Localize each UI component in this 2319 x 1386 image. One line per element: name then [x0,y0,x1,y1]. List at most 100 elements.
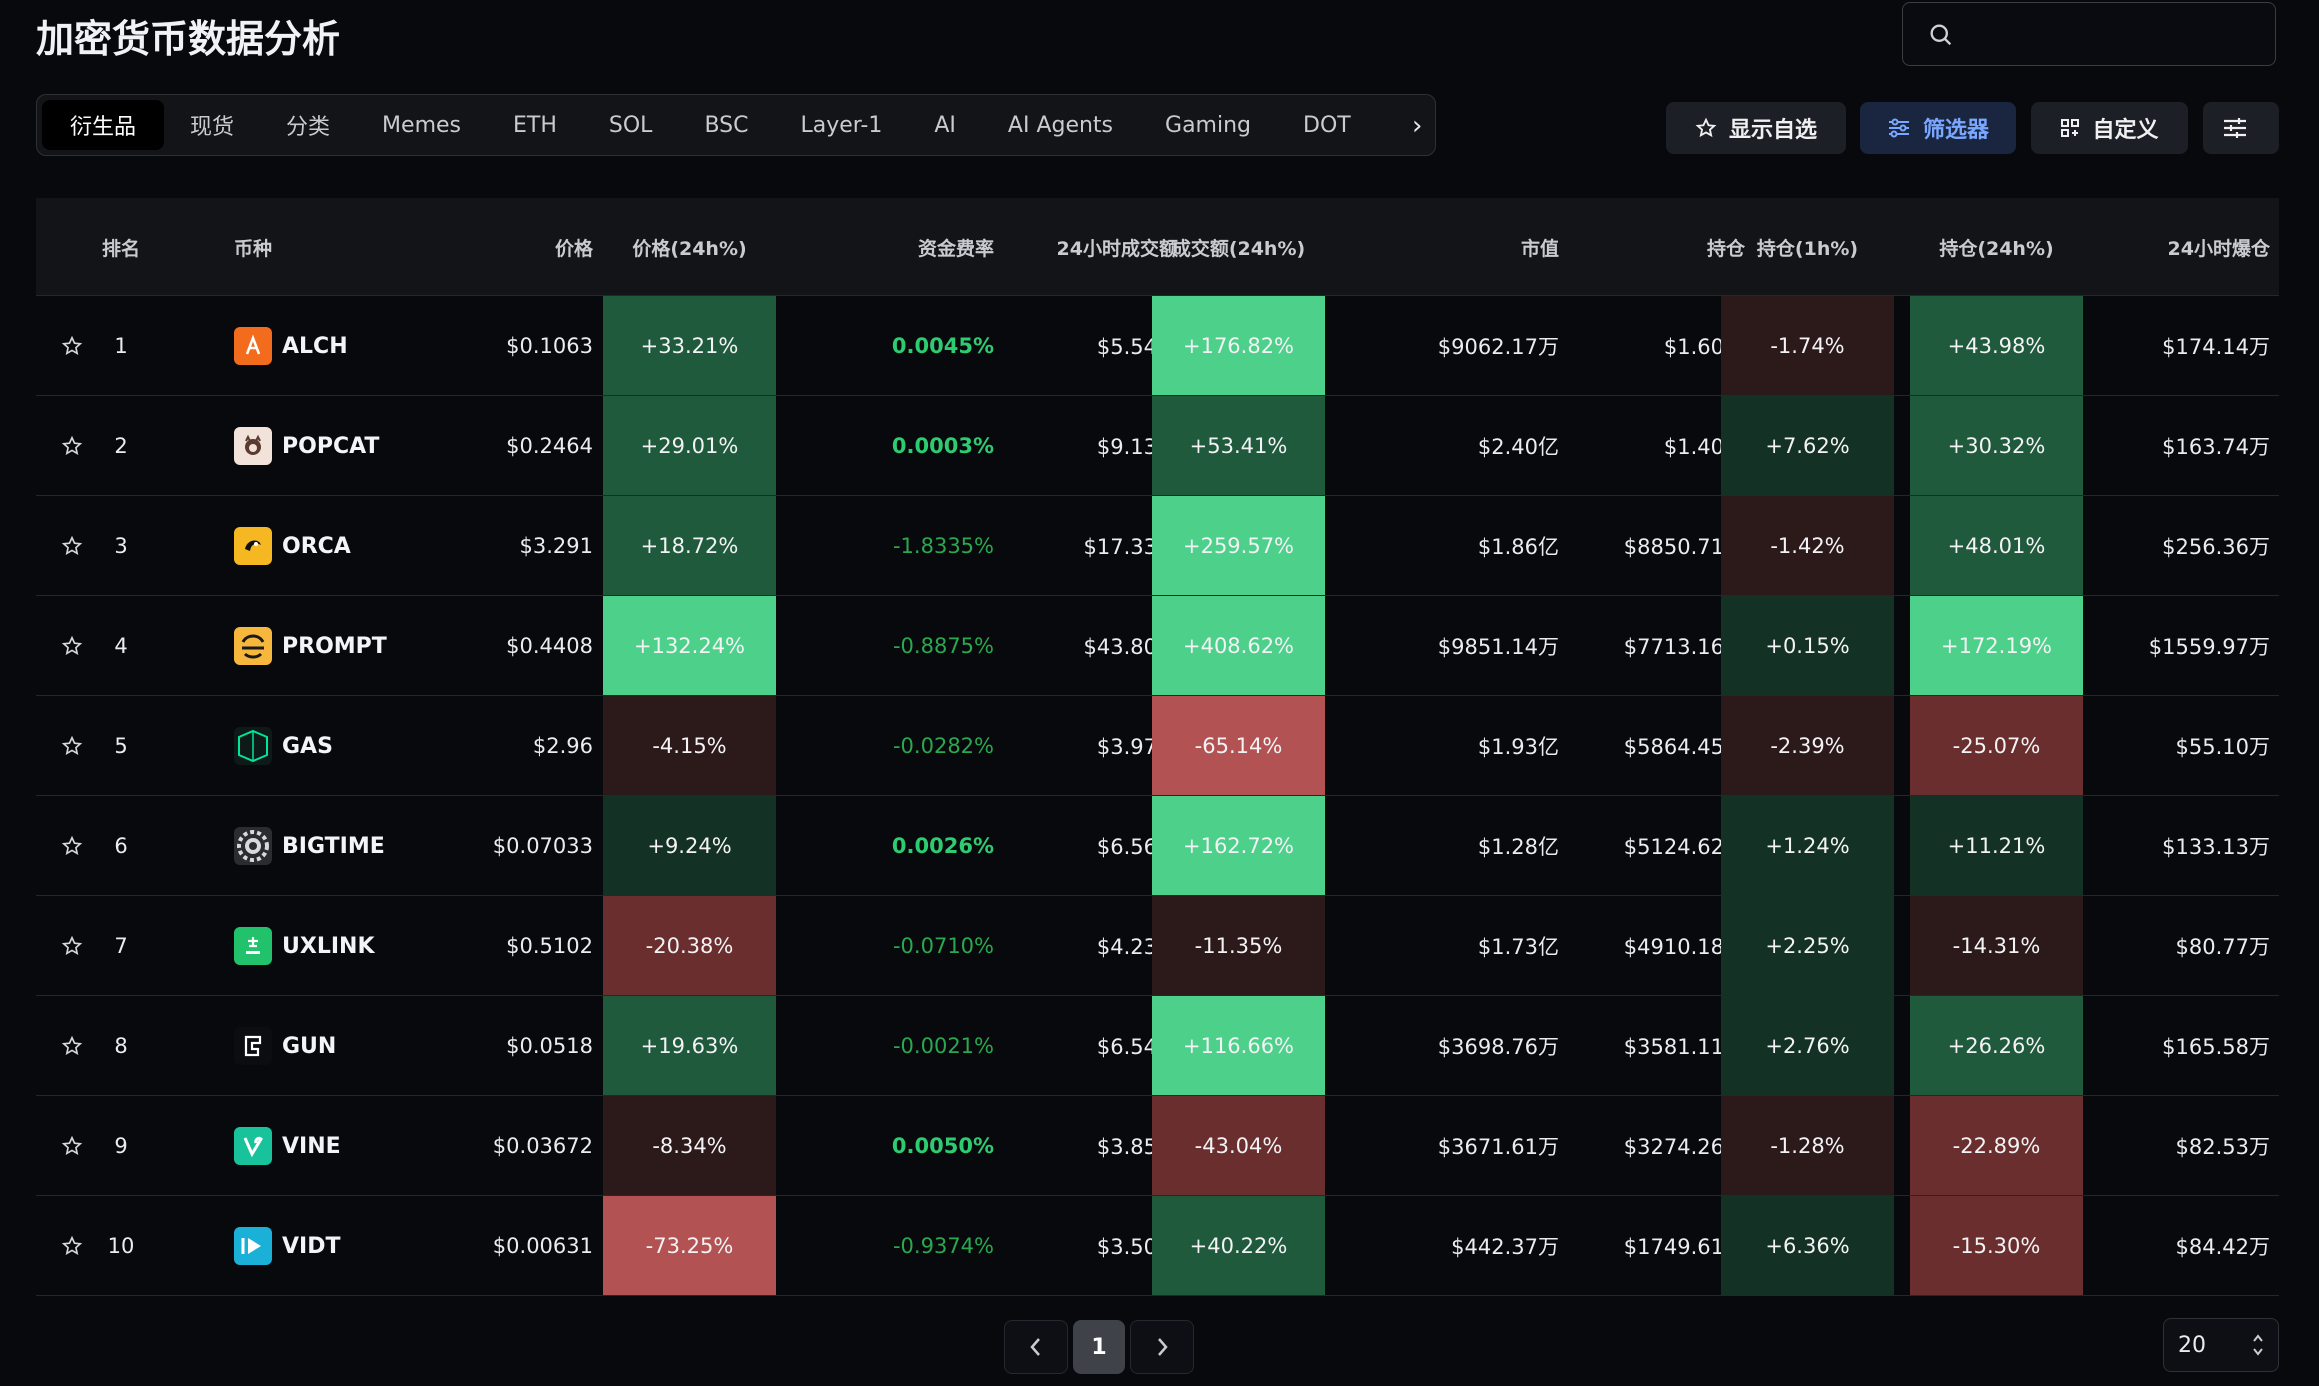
funding-rate-cell: -0.0282% [892,734,994,758]
col-price-header[interactable]: 价格 [554,237,593,260]
price-cell: $0.00631 [492,1234,593,1258]
popcat-logo-icon [234,427,272,465]
col-rank-header[interactable]: 排名 [101,237,140,260]
symbol-cell[interactable]: VINE [234,1096,454,1196]
favorite-star-icon[interactable] [36,696,108,796]
open-interest-cell: $1.40亿 [1663,435,1745,459]
volume-change-cell: +116.66% [1152,996,1325,1095]
table-row[interactable]: 5 GAS $2.96 -4.15% -0.0282% $3.97亿 -65.14% $1.9… [36,696,2279,796]
oi-1h-cell: -2.39% [1721,696,1894,795]
filter-button[interactable]: 筛选器 [1860,102,2016,154]
col-liquidations-header[interactable]: 24小时爆仓 [2167,237,2270,260]
open-interest-cell: $8850.71万 [1623,535,1745,559]
symbol-cell[interactable]: GUN [234,996,454,1096]
tab-5[interactable]: SOL [608,112,653,138]
grid-icon [2061,119,2080,137]
tab-6[interactable]: BSC [704,112,749,138]
favorite-star-icon[interactable] [36,596,108,696]
page-size-select[interactable]: 20 [2163,1318,2279,1372]
symbol-cell[interactable]: ALCH [234,296,454,396]
favorite-star-icon[interactable] [36,496,108,596]
tab-3[interactable]: Memes [382,112,461,138]
symbol-cell[interactable]: BIGTIME [234,796,454,896]
favorite-star-icon[interactable] [36,396,108,496]
tab-1[interactable]: 现货 [190,115,235,140]
liquidations-cell: $55.10万 [2175,735,2270,759]
favorite-star-icon[interactable] [36,996,108,1096]
page-number-button[interactable]: 1 [1073,1320,1125,1374]
favorite-star-icon[interactable] [36,296,108,396]
open-interest-cell: $3581.11万 [1623,1035,1745,1059]
tab-11[interactable]: DOT [1303,112,1351,138]
table-row[interactable]: 3 ORCA $3.291 +18.72% -1.8335% $17.33亿 +259.57… [36,496,2279,596]
volume-change-cell: +259.57% [1152,496,1325,595]
col-open-interest-header[interactable]: 持仓 [1706,237,1745,260]
table-row[interactable]: 7 UXLINK $0.5102 -20.38% -0.0710% $4.23亿 -11.3… [36,896,2279,996]
funding-rate-cell: -0.0021% [892,1034,994,1058]
symbol-cell[interactable]: ORCA [234,496,454,596]
volume-change-cell: +176.82% [1152,296,1325,395]
volume-cell: $9.13亿 [1096,435,1178,459]
next-page-button[interactable] [1130,1320,1194,1374]
col-price-change-header[interactable]: 价格(24h%) [632,237,747,260]
table-row[interactable]: 1 ALCH $0.1063 +33.21% 0.0045% $5.54亿 +176.82%… [36,296,2279,396]
customize-button[interactable]: 自定义 [2031,102,2188,154]
col-symbol-header[interactable]: 币种 [234,237,273,260]
col-funding-header[interactable]: 资金费率 [917,237,994,260]
uxlink-logo-icon [234,927,272,965]
col-volume-header[interactable]: 24小时成交额 [1056,237,1178,260]
open-interest-cell: $7713.16万 [1623,635,1745,659]
symbol-cell[interactable]: POPCAT [234,396,454,496]
table-row[interactable]: 9 VINE $0.03672 -8.34% 0.0050% $3.85亿 -43.04% $… [36,1096,2279,1196]
table-row[interactable]: 2 POPCAT $0.2464 +29.01% 0.0003% $9.13亿 +53.41… [36,396,2279,496]
favorite-star-icon[interactable] [36,796,108,896]
oi-24h-cell: +26.26% [1910,996,2083,1095]
tab-9[interactable]: AI Agents [1007,112,1114,138]
oi-1h-cell: +0.15% [1721,596,1894,695]
open-interest-cell: $3274.26万 [1623,1135,1745,1159]
updown-icon [2253,1334,2263,1356]
market-cap-cell: $442.37万 [1451,1235,1559,1259]
oi-24h-cell: +30.32% [1910,396,2083,495]
oi-24h-cell: -14.31% [1910,896,2083,995]
favorite-star-icon[interactable] [36,1096,108,1196]
tab-10[interactable]: Gaming [1165,112,1252,138]
symbol-cell[interactable]: UXLINK [234,896,454,996]
settings-button[interactable] [2203,102,2279,154]
volume-cell: $3.85亿 [1096,1135,1178,1159]
rank-cell: 3 [114,534,128,558]
prev-page-button[interactable] [1004,1320,1068,1374]
symbol-cell[interactable]: GAS [234,696,454,796]
col-volume-change-header[interactable]: 成交额(24h%) [1171,237,1306,260]
table-row[interactable]: 8 GUN $0.0518 +19.63% -0.0021% $6.54亿 +116.66%… [36,996,2279,1096]
search-input[interactable] [1902,2,2276,66]
price-cell: $0.07033 [492,834,593,858]
price-cell: $0.5102 [506,934,593,958]
table-row[interactable]: 4 PROMPT $0.4408 +132.24% -0.8875% $43.80亿 +40… [36,596,2279,696]
col-oi-1h-header[interactable]: 持仓(1h%) [1756,237,1859,260]
price-change-cell: -73.25% [603,1196,776,1295]
tab-0[interactable]: 衍生品 [42,100,165,150]
tabs-scroll-right-icon[interactable]: › [1412,111,1423,141]
tab-8[interactable]: AI [934,112,956,138]
price-change-cell: +9.24% [603,796,776,895]
tab-4[interactable]: ETH [513,112,557,138]
col-oi-24h-header[interactable]: 持仓(24h%) [1939,237,2054,260]
liquidations-cell: $1559.97万 [2148,635,2270,659]
tab-7[interactable]: Layer-1 [800,112,883,138]
rank-cell: 7 [114,934,128,958]
symbol-cell[interactable]: PROMPT [234,596,454,696]
tab-2[interactable]: 分类 [286,115,331,140]
symbol-name: GUN [282,1033,337,1059]
favorite-star-icon[interactable] [36,1196,108,1296]
oi-1h-cell: -1.42% [1721,496,1894,595]
table-row[interactable]: 6 BIGTIME $0.07033 +9.24% 0.0026% $6.56亿 +162.… [36,796,2279,896]
show-watchlist-button[interactable]: 显示自选 [1666,102,1846,154]
symbol-name: BIGTIME [282,833,385,859]
funding-rate-cell: -0.9374% [892,1234,994,1258]
settings-sliders-icon [2224,118,2246,138]
symbol-cell[interactable]: VIDT [234,1196,454,1296]
col-market-cap-header[interactable]: 市值 [1520,237,1559,260]
table-row[interactable]: 10 VIDT $0.00631 -73.25% -0.9374% $3.50亿 +40.2… [36,1196,2279,1296]
favorite-star-icon[interactable] [36,896,108,996]
